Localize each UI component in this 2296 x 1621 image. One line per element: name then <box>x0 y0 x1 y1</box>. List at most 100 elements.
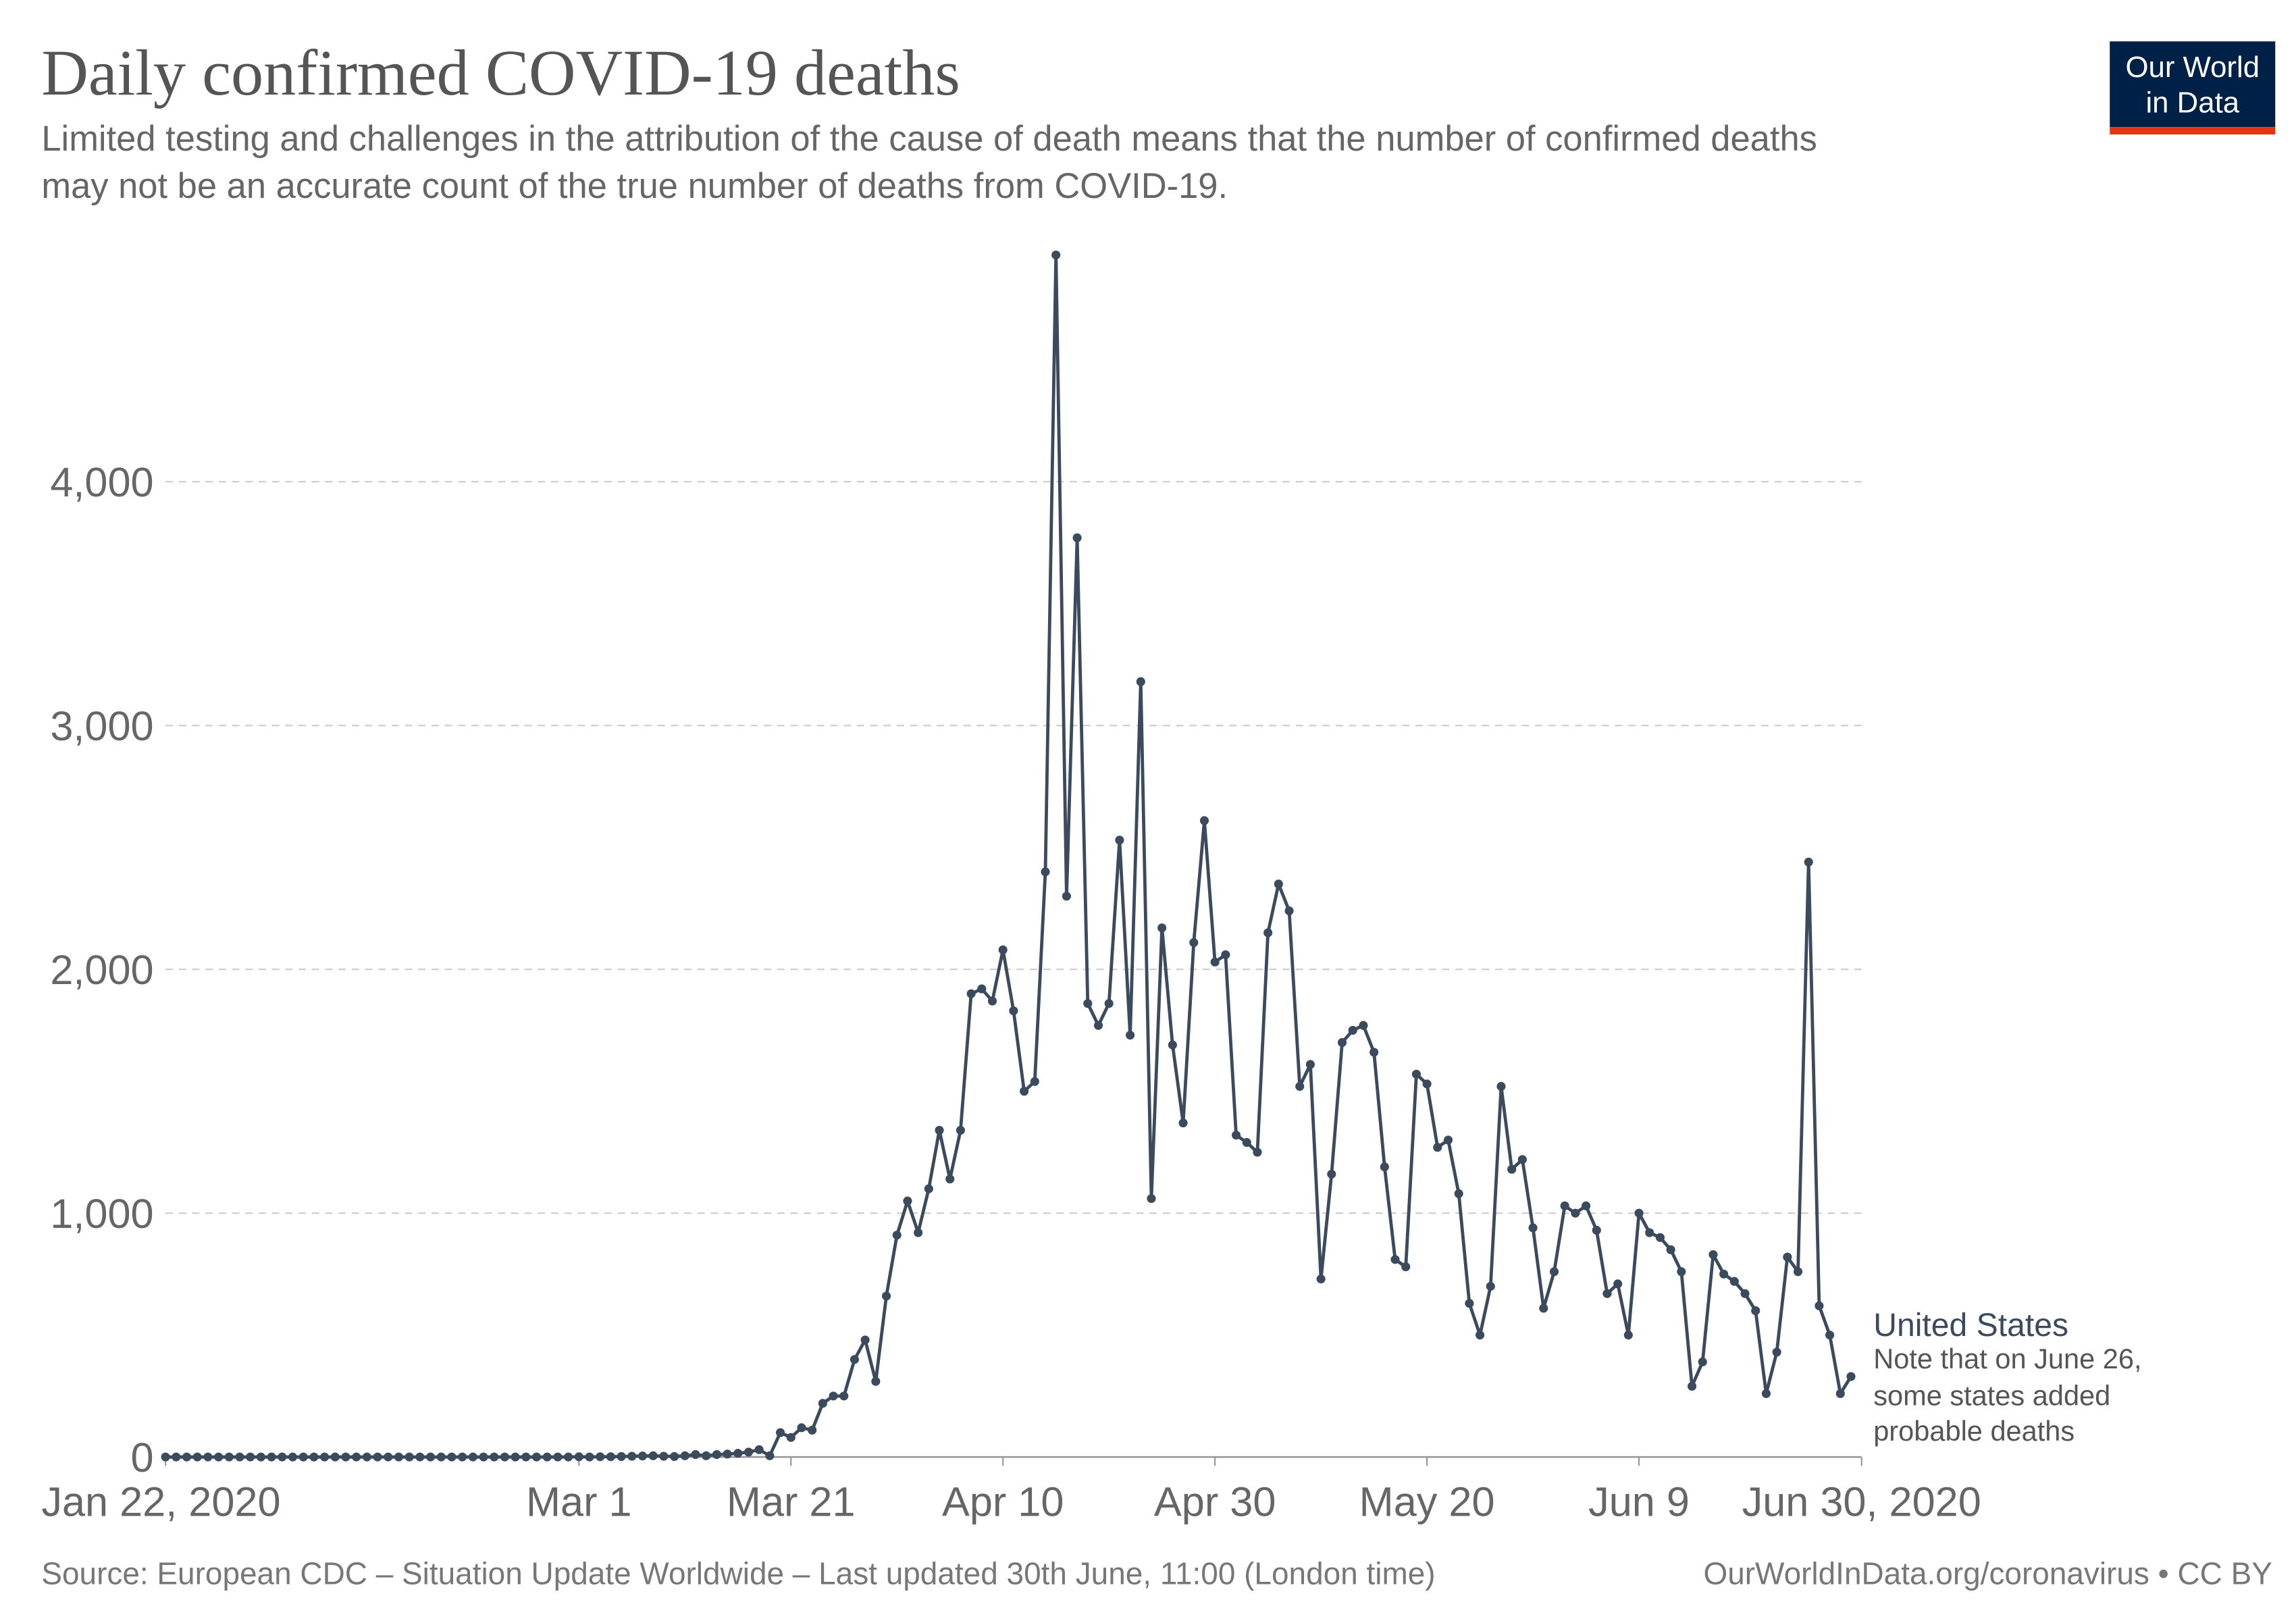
data-point <box>617 1451 626 1461</box>
series-label: United States <box>1873 1307 2068 1343</box>
data-point <box>1422 1079 1432 1089</box>
data-point <box>1772 1347 1781 1357</box>
data-point <box>1592 1225 1601 1235</box>
data-point <box>235 1452 244 1462</box>
data-point <box>1528 1223 1538 1233</box>
data-point <box>1041 867 1050 877</box>
data-point <box>733 1449 743 1458</box>
data-point <box>394 1452 404 1462</box>
data-point <box>924 1184 933 1193</box>
data-point <box>564 1452 573 1462</box>
logo-text: in Data <box>2145 86 2239 119</box>
data-point <box>818 1399 827 1408</box>
data-point <box>330 1452 340 1462</box>
data-point <box>425 1452 436 1462</box>
data-point <box>1221 950 1230 960</box>
data-point <box>1305 1060 1315 1069</box>
data-point <box>596 1452 605 1462</box>
data-point <box>754 1445 764 1454</box>
data-point <box>1623 1331 1633 1340</box>
data-point <box>352 1452 361 1462</box>
data-point <box>256 1452 265 1462</box>
data-point <box>436 1452 446 1462</box>
data-point <box>776 1428 785 1437</box>
data-point <box>1793 1267 1803 1277</box>
data-point <box>1655 1233 1665 1242</box>
data-point <box>1815 1301 1824 1310</box>
data-point <box>267 1452 276 1462</box>
data-point <box>1708 1250 1718 1260</box>
data-point <box>309 1452 319 1462</box>
data-point <box>1359 1021 1368 1030</box>
data-point <box>1740 1289 1750 1298</box>
data-point <box>415 1452 425 1462</box>
data-point <box>871 1376 881 1386</box>
data-point <box>1411 1069 1421 1079</box>
data-point <box>1168 1040 1177 1050</box>
data-point <box>1231 1131 1241 1140</box>
data-point <box>172 1452 181 1462</box>
chart-title: Daily confirmed COVID-19 deaths <box>41 36 960 109</box>
data-point <box>1083 999 1093 1008</box>
data-point <box>903 1196 912 1206</box>
data-point <box>192 1452 202 1462</box>
data-point <box>1560 1201 1569 1210</box>
data-point <box>1369 1048 1379 1057</box>
data-point <box>670 1451 679 1461</box>
data-point <box>531 1452 542 1462</box>
data-point <box>1719 1269 1729 1279</box>
data-point <box>1274 879 1283 889</box>
data-point <box>1582 1201 1591 1210</box>
data-point <box>1666 1245 1675 1254</box>
data-point <box>1476 1331 1485 1340</box>
data-point <box>521 1452 531 1462</box>
data-point <box>1062 892 1071 901</box>
data-point <box>1645 1228 1654 1237</box>
data-point <box>1687 1381 1697 1391</box>
data-point <box>278 1452 287 1462</box>
data-point <box>839 1391 849 1401</box>
data-point <box>1115 835 1124 845</box>
data-point <box>1189 937 1199 948</box>
data-point <box>1327 1169 1336 1179</box>
x-tick-label: Apr 30 <box>1154 1479 1276 1525</box>
data-point <box>320 1452 330 1462</box>
data-point <box>458 1452 467 1462</box>
data-point <box>1380 1162 1389 1172</box>
data-point <box>1496 1081 1506 1091</box>
data-point <box>1390 1255 1400 1264</box>
data-point <box>1253 1148 1262 1157</box>
data-point <box>1242 1137 1251 1148</box>
data-point <box>786 1433 795 1442</box>
x-tick-label: Mar 1 <box>526 1479 632 1525</box>
data-point <box>585 1452 594 1462</box>
annotation: Note that on June 26, <box>1873 1343 2141 1374</box>
data-point <box>468 1452 477 1462</box>
data-point <box>1009 1006 1018 1016</box>
data-point <box>648 1451 658 1460</box>
data-point <box>956 1125 965 1135</box>
data-point <box>691 1449 700 1460</box>
data-point <box>500 1452 510 1462</box>
data-point <box>203 1452 213 1462</box>
data-point <box>1210 957 1220 967</box>
data-point <box>850 1355 860 1364</box>
data-point <box>1157 923 1167 933</box>
y-tick-label: 4,000 <box>50 459 153 505</box>
subtitle: Limited testing and challenges in the at… <box>41 119 1817 159</box>
data-point <box>606 1452 615 1462</box>
data-point <box>182 1452 192 1462</box>
logo-stripe <box>2110 127 2276 135</box>
data-point <box>1835 1389 1845 1398</box>
data-point <box>723 1449 732 1459</box>
data-point <box>1486 1281 1495 1291</box>
data-point <box>1761 1389 1771 1398</box>
data-point <box>161 1452 170 1462</box>
data-point <box>1030 1077 1039 1086</box>
data-point <box>987 996 997 1006</box>
data-point <box>1316 1275 1326 1284</box>
data-point <box>224 1452 234 1462</box>
data-point <box>680 1451 689 1460</box>
x-tick-label: Jun 30, 2020 <box>1742 1479 1981 1525</box>
